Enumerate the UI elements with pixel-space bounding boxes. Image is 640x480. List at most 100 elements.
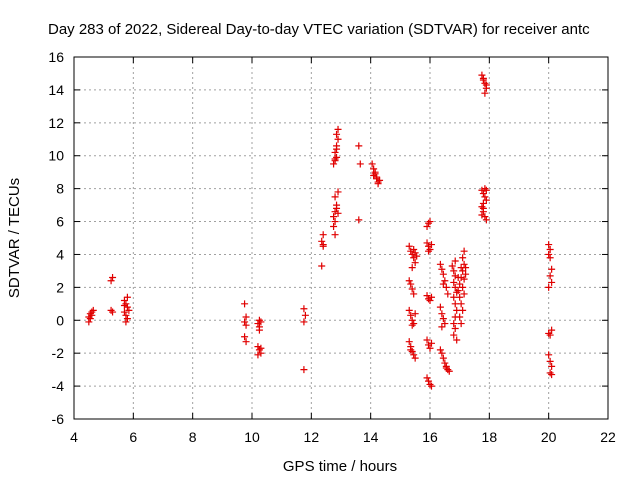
data-point: [481, 89, 489, 97]
data-point: [444, 366, 452, 374]
data-point: [334, 209, 342, 217]
data-point: [441, 359, 449, 367]
data-point: [405, 338, 413, 346]
data-point: [436, 346, 444, 354]
plot-frame: [73, 56, 609, 420]
data-point: [448, 262, 456, 270]
x-tick-label: 20: [541, 429, 557, 445]
data-point: [441, 277, 449, 285]
data-point: [546, 369, 554, 377]
data-point: [356, 160, 364, 168]
data-point: [479, 204, 487, 212]
y-tick-label: 12: [48, 115, 64, 131]
data-point: [410, 351, 418, 359]
data-point: [439, 270, 447, 278]
data-point: [548, 362, 556, 370]
x-tick-label: 8: [189, 429, 197, 445]
data-point: [319, 231, 327, 239]
data-point: [333, 204, 341, 212]
data-point: [120, 301, 128, 309]
data-point: [408, 264, 416, 272]
data-point: [451, 257, 459, 265]
data-point: [456, 280, 464, 288]
data-points: [85, 71, 556, 390]
data-point: [451, 283, 459, 291]
x-tick-label: 16: [422, 429, 438, 445]
data-point: [450, 331, 458, 339]
data-point: [411, 354, 419, 362]
data-point: [241, 318, 249, 326]
data-point: [257, 344, 265, 352]
data-point: [548, 265, 556, 273]
data-point: [413, 252, 421, 260]
data-point: [122, 311, 130, 319]
data-point: [546, 246, 554, 254]
data-point: [427, 293, 435, 301]
data-point: [334, 188, 342, 196]
data-point: [333, 153, 341, 161]
data-point: [459, 283, 467, 291]
data-point: [425, 247, 433, 255]
data-point: [450, 293, 458, 301]
data-point: [242, 313, 250, 321]
data-point: [408, 348, 416, 356]
data-point: [107, 306, 115, 314]
data-point: [427, 339, 435, 347]
data-point: [107, 277, 115, 285]
data-point: [425, 377, 433, 385]
data-point: [376, 176, 384, 184]
data-point: [333, 145, 341, 153]
data-point: [454, 287, 462, 295]
data-point: [454, 273, 462, 281]
data-point: [438, 265, 446, 273]
data-point: [122, 318, 130, 326]
data-point: [451, 300, 459, 308]
data-point: [254, 351, 262, 359]
data-point: [462, 270, 470, 278]
data-point: [548, 371, 556, 379]
data-point: [410, 254, 418, 262]
data-point: [457, 300, 465, 308]
data-point: [408, 321, 416, 329]
data-point: [479, 76, 487, 84]
data-point: [254, 320, 262, 328]
data-point: [479, 190, 487, 198]
data-point: [546, 357, 554, 365]
data-point: [330, 222, 338, 230]
x-tick-label: 10: [244, 429, 260, 445]
grid-lines: [74, 57, 608, 419]
data-point: [481, 193, 489, 201]
data-point: [109, 273, 117, 281]
chart-title: Day 283 of 2022, Sidereal Day-to-day VTE…: [48, 21, 590, 38]
data-point: [482, 81, 490, 89]
data-point: [334, 125, 342, 133]
data-point: [439, 315, 447, 323]
data-point: [241, 300, 249, 308]
data-point: [254, 343, 262, 351]
data-point: [370, 165, 378, 173]
data-point: [427, 241, 435, 249]
data-point: [331, 231, 339, 239]
data-point: [478, 71, 486, 79]
data-point: [123, 315, 131, 323]
data-point: [423, 292, 431, 300]
y-tick-label: 16: [48, 49, 64, 65]
data-point: [460, 275, 468, 283]
data-point: [334, 135, 342, 143]
data-point: [85, 313, 93, 321]
data-point: [459, 254, 467, 262]
data-point: [407, 346, 415, 354]
data-point: [426, 344, 434, 352]
x-axis-title: GPS time / hours: [283, 458, 397, 475]
data-point: [411, 310, 419, 318]
data-point: [439, 280, 447, 288]
data-point: [125, 306, 133, 314]
data-point: [482, 186, 490, 194]
data-point: [331, 155, 339, 163]
data-point: [373, 173, 381, 181]
data-point: [89, 306, 97, 314]
y-tick-label: -4: [52, 378, 65, 394]
data-point: [478, 211, 486, 219]
data-point: [481, 213, 489, 221]
